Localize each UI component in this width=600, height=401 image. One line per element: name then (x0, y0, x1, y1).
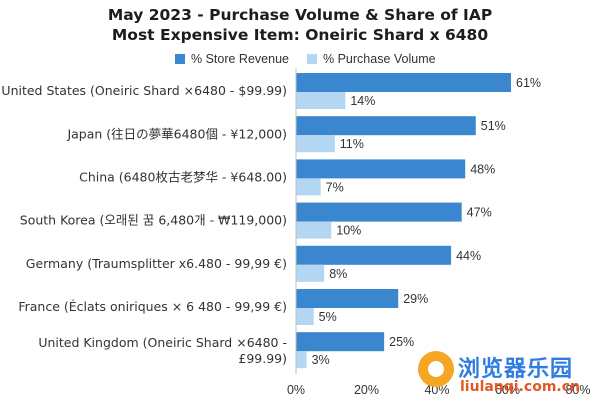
category-label: United States (Oneiric Shard ×6480 - $99… (1, 83, 287, 98)
data-label-purchase-volume: 7% (326, 180, 344, 194)
category-label: France (Éclats oniriques × 6 480 - 99,99… (18, 299, 287, 314)
bar-purchase-volume (296, 308, 314, 325)
category-label: South Korea (오래된 꿈 6,480개 - ₩119,000) (20, 213, 287, 228)
data-label-purchase-volume: 5% (319, 310, 337, 324)
bar-purchase-volume (296, 221, 332, 239)
data-label-purchase-volume: 14% (350, 94, 375, 108)
x-tick-label: 20% (354, 383, 379, 397)
bar-purchase-volume (296, 264, 325, 282)
legend-item-purchase-volume: % Purchase Volume (307, 51, 436, 67)
bar-store-revenue (296, 202, 462, 222)
bar-store-revenue (296, 289, 399, 308)
category-label: Germany (Traumsplitter x6.480 - 99,99 €) (26, 256, 287, 271)
data-label-store-revenue: 61% (516, 76, 541, 90)
bar-purchase-volume (296, 178, 321, 196)
category-label: United Kingdom (Oneiric Shard ×6480 - (38, 335, 287, 350)
bar-purchase-volume (296, 92, 346, 109)
x-tick-label: 40% (424, 383, 449, 397)
watermark-url: liulanqi.com.cn (460, 379, 581, 395)
category-label: Japan (往日の夢華6480個 - ¥12,000) (66, 126, 287, 141)
data-label-purchase-volume: 3% (312, 353, 330, 367)
watermark-logo: 浏览器乐园 liulanqi.com.cn (418, 345, 598, 397)
legend-swatch-purchase-volume (307, 54, 317, 64)
category-label: £99.99) (238, 351, 287, 366)
chart-subtitle: Most Expensive Item: Oneiric Shard x 648… (111, 26, 489, 44)
bar-store-revenue (296, 332, 385, 352)
x-tick-label: 0% (287, 383, 305, 397)
bar-purchase-volume (296, 135, 335, 153)
data-label-purchase-volume: 10% (336, 224, 361, 238)
data-label-store-revenue: 25% (389, 335, 414, 349)
category-label: China (6480枚古老梦华 - ¥648.00) (79, 170, 287, 185)
bar-store-revenue (296, 116, 476, 136)
data-label-purchase-volume: 11% (340, 137, 364, 151)
data-label-purchase-volume: 8% (329, 267, 347, 281)
data-label-store-revenue: 29% (403, 292, 428, 306)
x-tick-label: 60% (495, 383, 520, 397)
bar-store-revenue (296, 73, 512, 92)
bar-store-revenue (296, 245, 452, 265)
bar-purchase-volume (296, 351, 307, 369)
data-label-store-revenue: 51% (481, 119, 506, 133)
watermark-text: 浏览器乐园 (458, 357, 574, 382)
data-label-store-revenue: 47% (467, 206, 492, 220)
legend-item-store-revenue: % Store Revenue (175, 51, 289, 67)
legend-label-purchase-volume: % Purchase Volume (323, 52, 436, 66)
legend-label-store-revenue: % Store Revenue (191, 52, 289, 66)
data-label-store-revenue: 48% (470, 162, 495, 176)
legend-swatch-store-revenue (175, 54, 185, 64)
watermark-circle-inner-icon (428, 361, 444, 377)
data-label-store-revenue: 44% (456, 249, 481, 263)
x-tick-label: 80% (565, 383, 590, 397)
chart-title: May 2023 - Purchase Volume & Share of IA… (107, 6, 493, 24)
bar-store-revenue (296, 159, 466, 179)
